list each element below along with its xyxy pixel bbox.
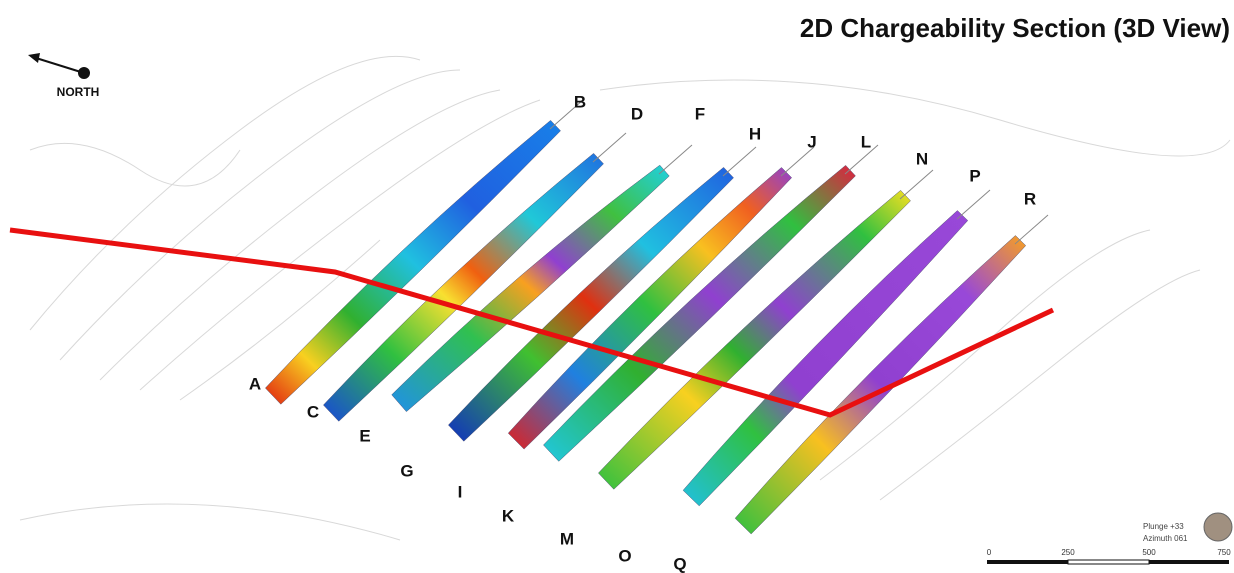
- section-strip: [734, 235, 1027, 535]
- scale-label: 250: [1061, 548, 1075, 557]
- section-trace: [899, 169, 934, 200]
- section-label: M: [560, 529, 574, 548]
- north-label: NORTH: [57, 85, 100, 99]
- arrow-dot: [78, 67, 90, 79]
- section-label: I: [458, 482, 463, 501]
- section-trace: [956, 189, 991, 220]
- section-label: G: [400, 461, 413, 480]
- section-label: A: [249, 374, 261, 393]
- section-strip: [507, 167, 792, 450]
- scale-label: 750: [1217, 548, 1231, 557]
- scale-label: 0: [987, 548, 992, 557]
- section-trace: [549, 99, 584, 130]
- section-strip: [265, 120, 561, 405]
- section-strip: [543, 164, 856, 462]
- section-label: R: [1024, 189, 1036, 208]
- section-trace: [658, 144, 693, 175]
- section-label: P: [969, 166, 980, 185]
- azimuth-text: Azimuth 061: [1143, 534, 1188, 543]
- contour-lines: [19, 55, 1231, 541]
- section-strips: [265, 99, 1049, 535]
- scale-segment: [1149, 560, 1229, 564]
- fault-line: [9, 227, 1055, 418]
- section-label: D: [631, 104, 643, 123]
- scale-labels: 0 250 500 750: [987, 548, 1231, 557]
- arrow-head: [28, 53, 40, 63]
- scale-segment: [1067, 559, 1150, 565]
- section-strip: [682, 210, 969, 507]
- section-label: C: [307, 402, 319, 421]
- section-trace: [844, 144, 879, 175]
- scale-bar: [987, 559, 1229, 565]
- orientation-icon: [1203, 512, 1233, 542]
- section-label: H: [749, 124, 761, 143]
- title: 2D Chargeability Section (3D View): [800, 13, 1230, 43]
- section-label: B: [574, 92, 586, 111]
- section-label: J: [807, 132, 816, 151]
- scale-label: 500: [1142, 548, 1156, 557]
- section-label: F: [695, 104, 705, 123]
- section-strip: [448, 167, 734, 442]
- section-label: Q: [673, 554, 686, 573]
- section-trace: [592, 132, 627, 163]
- section-label: E: [359, 426, 370, 445]
- section-strip: [323, 153, 604, 422]
- scale-segment: [987, 560, 1068, 564]
- section-trace: [780, 146, 815, 177]
- plunge-text: Plunge +33: [1143, 522, 1184, 531]
- section-label: K: [502, 506, 515, 525]
- section-label: L: [861, 132, 871, 151]
- section-label: O: [618, 546, 631, 565]
- north-arrow: NORTH: [28, 53, 99, 99]
- section-trace: [1014, 214, 1049, 245]
- arrow-shaft: [35, 57, 85, 74]
- section-trace: [722, 146, 757, 177]
- section-labels: A B C D E F G H I J K L M N O P Q R: [249, 92, 1036, 573]
- section-label: N: [916, 149, 928, 168]
